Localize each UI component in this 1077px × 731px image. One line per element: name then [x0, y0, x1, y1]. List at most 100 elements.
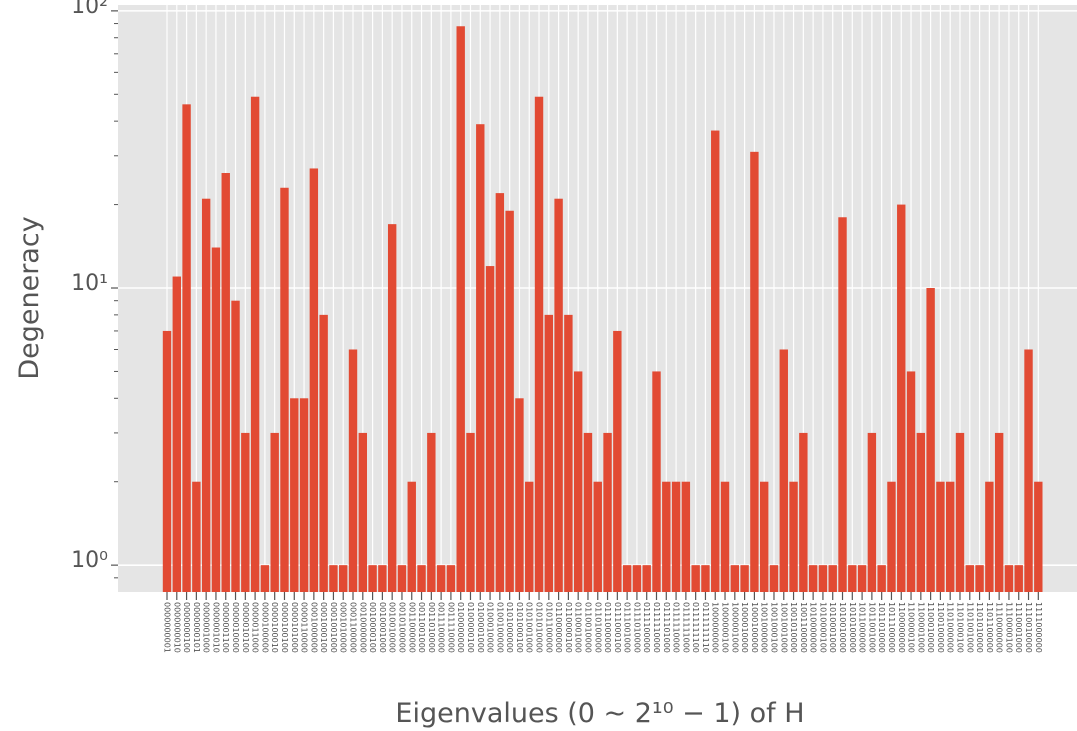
bar — [192, 481, 201, 592]
bar — [828, 565, 837, 592]
bar — [309, 168, 319, 592]
bar — [525, 481, 534, 592]
bar — [505, 210, 514, 592]
bar — [456, 26, 465, 592]
bar — [965, 565, 974, 592]
bar — [378, 565, 387, 592]
bar — [182, 104, 191, 593]
x-tick-label: 1011000000 — [858, 602, 867, 653]
x-tick-label: 1001000000 — [760, 602, 769, 653]
bar — [407, 481, 416, 592]
x-tick-label: 0111111000 — [681, 602, 690, 653]
bar — [299, 398, 309, 592]
bar — [848, 565, 857, 592]
x-tick-label: 0111101000 — [662, 602, 671, 653]
bar — [750, 151, 759, 592]
bar — [339, 565, 348, 592]
x-tick-label: 1000010000 — [740, 602, 749, 653]
x-tick-label: 1000000100 — [721, 602, 730, 653]
bar — [397, 565, 407, 592]
bar — [387, 224, 397, 593]
bar — [573, 371, 583, 592]
bar — [857, 565, 867, 592]
bar — [270, 432, 279, 592]
x-tick-label: 0101010000 — [535, 602, 544, 653]
x-tick-label: 0111111110 — [701, 602, 710, 653]
bar — [730, 565, 740, 592]
x-tick-label: 1101000000 — [946, 602, 955, 653]
x-tick-label: 0000100010 — [270, 602, 279, 653]
x-tick-label: 1001000100 — [769, 602, 778, 653]
bar — [779, 349, 788, 592]
x-tick-label: 0110010000 — [583, 602, 592, 653]
x-tick-label: 1010100000 — [848, 602, 857, 653]
x-tick-label: 0010100000 — [397, 602, 406, 653]
bar — [926, 288, 935, 592]
bar — [368, 565, 377, 592]
bar — [329, 565, 338, 592]
x-tick-label: 0111111100 — [691, 602, 700, 653]
bar — [544, 314, 554, 592]
bar — [172, 276, 181, 592]
bar — [740, 565, 749, 592]
bar — [1004, 565, 1014, 592]
bar — [1014, 565, 1023, 592]
bar — [515, 398, 524, 592]
x-tick-label: 0111001000 — [623, 602, 632, 653]
x-tick-label: 1101010000 — [975, 602, 984, 653]
bar — [671, 481, 681, 592]
bar — [897, 204, 906, 592]
bar — [769, 565, 779, 592]
x-tick-label: 0111100000 — [642, 602, 651, 653]
bar — [622, 565, 632, 592]
bar — [495, 193, 505, 592]
bar — [642, 565, 651, 592]
bar — [887, 481, 896, 592]
bar — [808, 565, 818, 592]
bar — [427, 432, 436, 592]
x-tick-label: 1011001000 — [867, 602, 876, 653]
x-tick-label: 0010001000 — [378, 602, 387, 653]
bar — [231, 300, 240, 592]
bar — [613, 330, 622, 592]
x-tick-label: 0001010000 — [339, 602, 348, 653]
bar — [838, 217, 847, 592]
x-tick-label: 0000010000 — [231, 602, 240, 653]
x-tick-label: 0000000100 — [182, 602, 191, 653]
bar — [759, 481, 769, 592]
x-tick-label: 1010000100 — [818, 602, 827, 653]
bar — [662, 481, 671, 592]
y-tick-label: 10⁰ — [71, 548, 108, 573]
x-tick-label: 1010000000 — [809, 602, 818, 653]
x-tick-label: 1101100000 — [985, 602, 994, 653]
x-tick-label: 1101000100 — [955, 602, 964, 653]
x-tick-label: 0011100000 — [437, 602, 446, 653]
bar — [799, 432, 808, 592]
x-tick-label: 1100010000 — [926, 602, 935, 653]
bar — [701, 565, 710, 592]
x-tick-label: 0011010000 — [427, 602, 436, 653]
x-tick-label: 1001001000 — [779, 602, 788, 653]
x-tick-label: 0010000100 — [368, 602, 377, 653]
x-tick-label: 0000000101 — [192, 602, 201, 653]
bar — [436, 565, 446, 592]
x-tick-label: 1110000000 — [995, 602, 1004, 653]
y-tick-label: 10² — [71, 0, 108, 19]
x-tick-label: 0010010000 — [388, 602, 397, 653]
bar — [534, 96, 544, 592]
bar — [554, 198, 563, 592]
bar — [201, 198, 211, 592]
bar — [985, 481, 994, 592]
x-tick-label: 0111110000 — [652, 602, 661, 653]
x-tick-label: 0101000000 — [505, 602, 514, 653]
x-tick-label: 0000001100 — [221, 602, 230, 653]
x-tick-label: 0111000100 — [613, 602, 622, 653]
bar — [994, 432, 1004, 592]
x-tick-label: 0010000000 — [358, 602, 367, 653]
x-tick-label: 0111110000 — [672, 602, 681, 653]
bar — [221, 173, 230, 592]
bar — [975, 565, 984, 592]
x-tick-label: 0100010000 — [486, 602, 495, 653]
x-tick-label: 1000001000 — [730, 602, 739, 653]
